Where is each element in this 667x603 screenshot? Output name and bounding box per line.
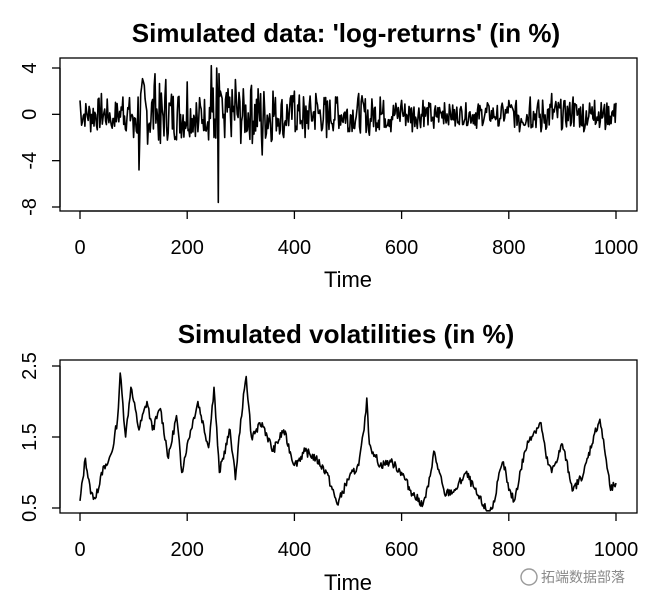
volatility-series-line	[79, 372, 617, 512]
x-tick-label-volatilities-600: 600	[385, 539, 418, 561]
y-tick-label-log-returns-0: 0	[19, 109, 41, 120]
x-tick-label-log-returns-1000: 1000	[594, 237, 639, 259]
y-axis-volatilities: 0.5 1.5 2.5	[19, 352, 61, 522]
log-returns-series-line	[79, 64, 617, 204]
x-tick-label-log-returns-400: 400	[278, 237, 311, 259]
x-tick-label-volatilities-400: 400	[278, 539, 311, 561]
chart-title-log-returns: Simulated data: 'log-returns' (in %)	[132, 18, 560, 48]
y-tick-label-volatilities-2.5: 2.5	[19, 352, 41, 380]
x-tick-label-log-returns-800: 800	[492, 237, 525, 259]
x-tick-label-volatilities-200: 200	[171, 539, 204, 561]
x-tick-label-volatilities-1000: 1000	[594, 539, 639, 561]
x-tick-label-log-returns-200: 200	[171, 237, 204, 259]
x-axis-label-log-returns: Time	[324, 267, 372, 292]
y-tick-label-volatilities-0.5: 0.5	[19, 494, 41, 522]
watermark: 拓端数据部落	[520, 568, 625, 586]
plot-frame-log-returns	[59, 57, 638, 212]
x-axis-volatilities: 0 200 400 600 800 1000	[74, 512, 639, 561]
x-tick-label-volatilities-800: 800	[492, 539, 525, 561]
x-tick-label-log-returns-0: 0	[74, 237, 85, 259]
y-tick-label-volatilities-1.5: 1.5	[19, 423, 41, 451]
x-tick-label-volatilities-0: 0	[74, 539, 85, 561]
y-tick-label-log-returns--4: -4	[19, 152, 41, 170]
wechat-icon	[520, 568, 538, 586]
y-tick-label-log-returns--8: -8	[19, 198, 41, 216]
x-tick-label-log-returns-600: 600	[385, 237, 418, 259]
chart-title-volatilities: Simulated volatilities (in %)	[178, 319, 515, 349]
x-axis-log-returns: 0 200 400 600 800 1000	[74, 210, 639, 259]
x-axis-label-volatilities: Time	[324, 570, 372, 595]
y-axis-log-returns: -8 -4 0 4	[19, 62, 61, 216]
y-tick-label-log-returns-4: 4	[19, 62, 41, 73]
panel-log-returns: Simulated data: 'log-returns' (in %) 0 20…	[19, 18, 638, 292]
watermark-text: 拓端数据部落	[541, 569, 625, 585]
plot-frame-volatilities	[59, 359, 638, 514]
panel-volatilities: Simulated volatilities (in %) 0 200 400 600…	[19, 319, 638, 595]
